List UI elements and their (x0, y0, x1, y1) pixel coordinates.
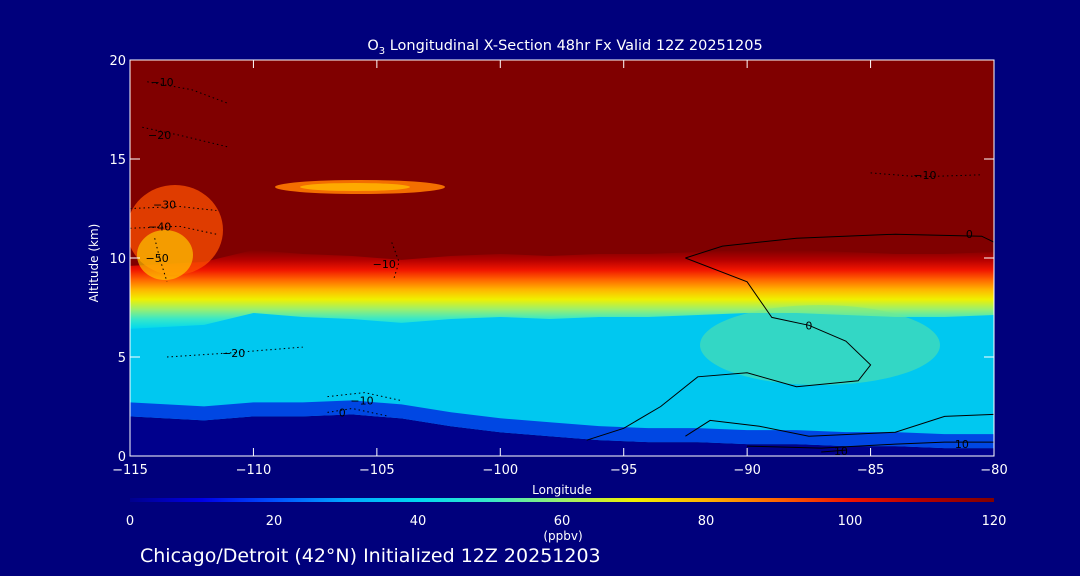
contour-label: −10 (373, 258, 396, 271)
colorbar-tick-label: 120 (982, 514, 1007, 529)
contour-13 (747, 441, 994, 449)
contour-0 (147, 81, 229, 105)
colorbar-tick-label: 80 (698, 514, 715, 529)
colorbar-tick-label: 40 (410, 514, 427, 529)
tropopause-gradient-band (130, 250, 994, 329)
contour-12 (685, 413, 994, 437)
footer-caption: Chicago/Detroit (42°N) Initialized 12Z 2… (140, 545, 601, 567)
y-axis-label: Altitude (km) (87, 224, 101, 303)
contour-label: −10 (150, 76, 173, 89)
y-tick-label: 20 (109, 54, 126, 69)
x-tick-label: −115 (112, 463, 148, 478)
y-tick-label: 5 (118, 351, 126, 366)
contour-label: 10 (955, 438, 969, 451)
y-axis: 0 5 10 15 20 (109, 54, 994, 465)
contour-label: −20 (148, 129, 171, 142)
contour-9 (870, 172, 982, 178)
contour-label: −50 (146, 252, 169, 265)
contour-label: 10 (834, 445, 848, 458)
colorbar-tick-label: 20 (266, 514, 283, 529)
x-tick-label: −85 (857, 463, 884, 478)
upper-ozone-filament-core (300, 183, 410, 191)
contour-5 (327, 392, 402, 402)
contour-label: −30 (153, 199, 176, 212)
contour-10 (685, 233, 994, 259)
x-tick-label: −95 (610, 463, 637, 478)
contour-label: 0 (966, 228, 973, 241)
contour-14 (821, 449, 846, 453)
colorbar (130, 498, 994, 502)
x-tick-label: −105 (359, 463, 395, 478)
colorbar-tick-label: 60 (554, 514, 571, 529)
contour-label: −40 (148, 220, 171, 233)
colorbar-ticks: 0 20 40 60 80 100 120 (126, 514, 1007, 529)
contour-11 (586, 257, 872, 441)
contour-labels: −10 −20 −30 −40 −50 −10 0 −20 −10 −10 0 0 10 10 (146, 76, 973, 458)
x-tick-label: −90 (733, 463, 760, 478)
y-tick-label: 0 (118, 450, 126, 465)
y-tick-label: 10 (109, 252, 126, 267)
contour-label: −10 (913, 169, 936, 182)
contour-8 (391, 242, 400, 278)
contour-label: 0 (805, 319, 812, 332)
boundary-layer-blue (130, 400, 994, 449)
plot-area: −10 −20 −30 −40 −50 −10 0 −20 −10 −10 0 0 10 10 (130, 60, 994, 458)
x-tick-label: −110 (236, 463, 272, 478)
contour-lines (130, 81, 994, 453)
x-axis-label: Longitude (532, 483, 592, 497)
x-tick-label: −80 (980, 463, 1007, 478)
colorbar-label: (ppbv) (543, 529, 582, 543)
x-axis: −115 −110 −105 −100 −95 −90 −85 −80 (112, 60, 1008, 478)
contour-label: −20 (222, 347, 245, 360)
western-ozone-lobe-inner (137, 230, 193, 280)
contour-label: 0 (339, 406, 346, 419)
green-patch (700, 305, 940, 385)
contour-4 (154, 238, 168, 282)
colorbar-tick-label: 0 (126, 514, 134, 529)
chart-title: O3 Longitudinal X-Section 48hr Fx Valid … (367, 38, 762, 57)
contour-label: −10 (350, 395, 373, 408)
y-tick-label: 15 (109, 153, 126, 168)
surface-low-ozone (130, 414, 994, 456)
x-tick-label: −100 (482, 463, 518, 478)
contour-6 (327, 407, 390, 417)
colorbar-tick-label: 100 (838, 514, 863, 529)
